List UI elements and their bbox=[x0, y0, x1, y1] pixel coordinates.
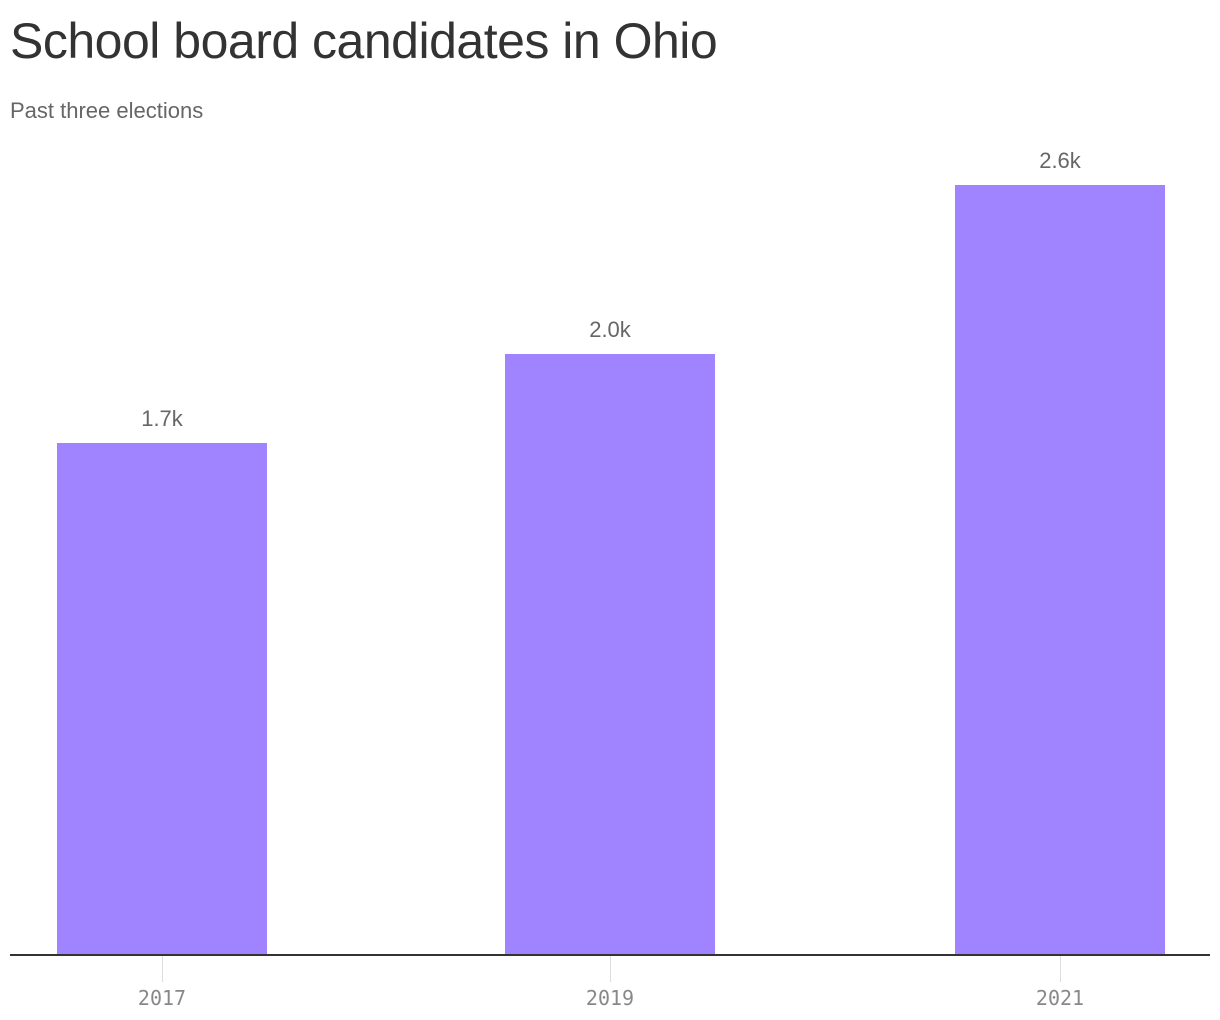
plot-area: 1.7k 2.0k 2.6k bbox=[10, 140, 1210, 956]
x-axis-tick bbox=[610, 956, 611, 982]
x-axis-tick-label: 2021 bbox=[1035, 986, 1085, 1010]
bar-value-label: 2.0k bbox=[589, 317, 631, 342]
bar-2017 bbox=[57, 443, 267, 956]
x-axis-tick-label: 2017 bbox=[137, 986, 187, 1010]
chart-subtitle: Past three elections bbox=[10, 98, 204, 123]
chart-title: School board candidates in Ohio bbox=[10, 13, 718, 69]
bar-value-label: 1.7k bbox=[141, 406, 183, 431]
bar-2021 bbox=[955, 185, 1165, 956]
x-axis-tick-label: 2019 bbox=[585, 986, 635, 1010]
bar-value-label: 2.6k bbox=[1039, 148, 1081, 173]
bar-2019 bbox=[505, 354, 715, 956]
x-axis-tick bbox=[1060, 956, 1061, 982]
x-axis-line bbox=[10, 954, 1210, 956]
x-axis-tick bbox=[162, 956, 163, 982]
